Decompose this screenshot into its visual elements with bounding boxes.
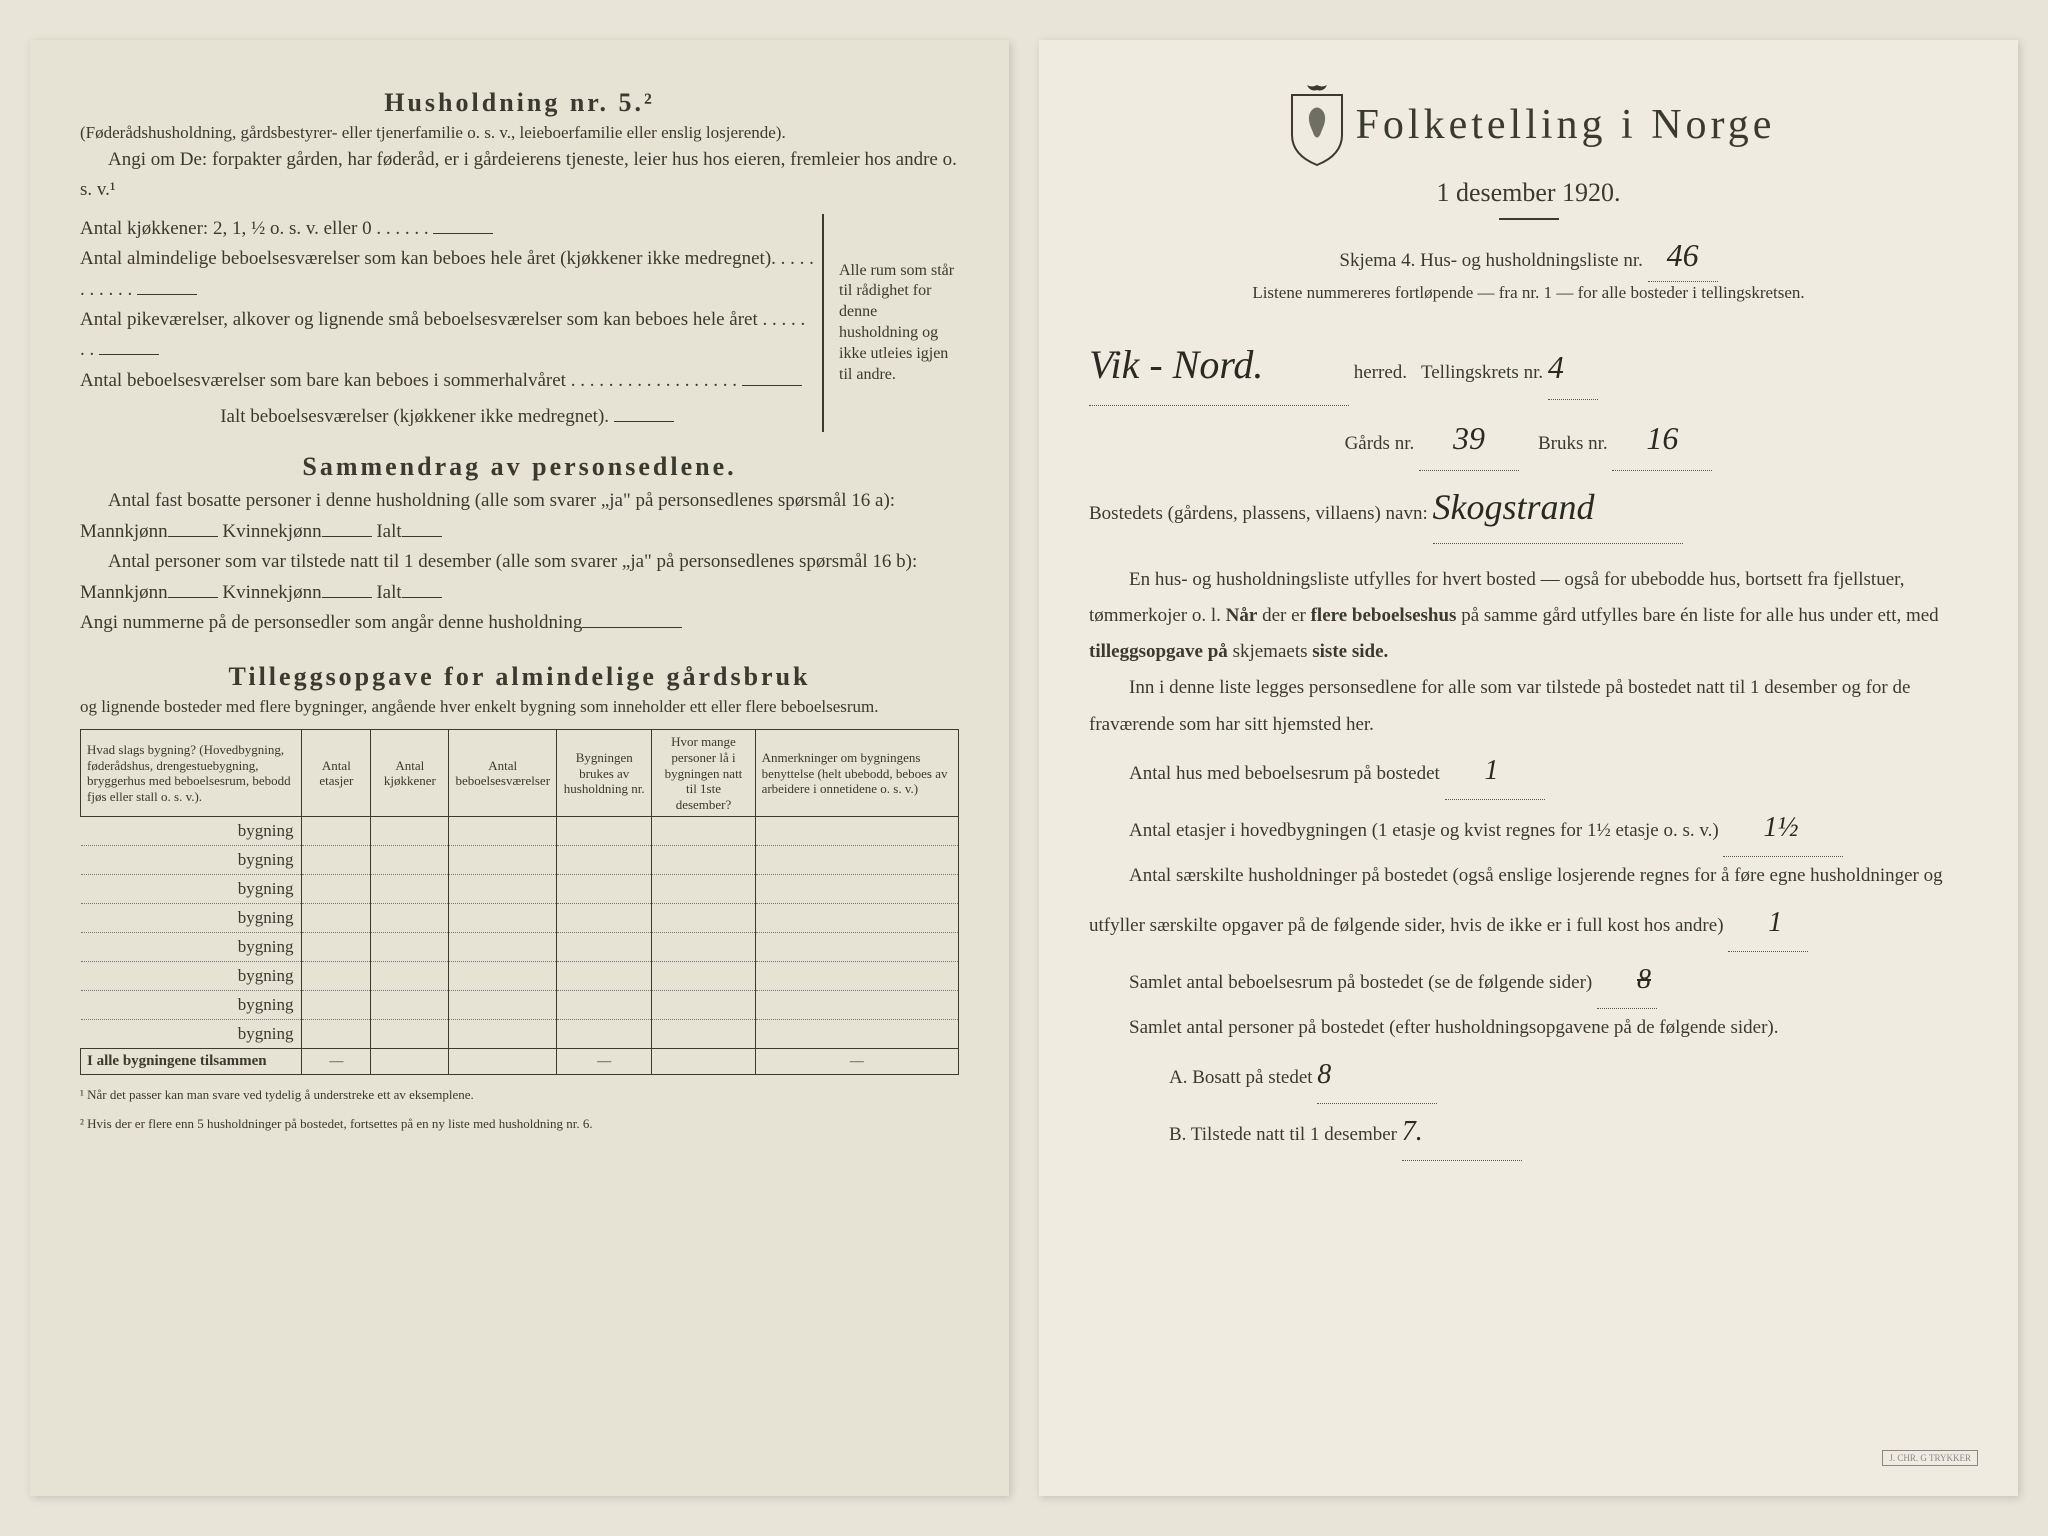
antal-etasjer-line: Antal etasjer i hovedbygningen (1 etasje… <box>1089 800 1968 857</box>
husholdning-sub: (Føderådshusholdning, gårdsbestyrer- ell… <box>80 122 959 145</box>
tellingskrets-value: 4 <box>1548 335 1564 399</box>
ialt-line: Ialt beboelsesværelser (kjøkkener ikke m… <box>220 406 609 427</box>
fast-bosatte: Antal fast bosatte personer i denne hush… <box>80 486 959 547</box>
sommer-line: Antal beboelsesværelser som bare kan beb… <box>80 370 566 391</box>
th-personer: Hvor mange personer lå i bygningen natt … <box>652 730 755 817</box>
room-questions: Antal kjøkkener: 2, 1, ½ o. s. v. eller … <box>80 214 814 433</box>
samlet-bebo-strike: 8 <box>1637 964 1651 995</box>
herred-value: Vik - Nord. <box>1089 325 1263 405</box>
tilstede-b-line: B. Tilstede natt til 1 desember 7. <box>1169 1104 1968 1161</box>
antal-hus-line: Antal hus med beboelsesrum på bostedet 1 <box>1089 743 1968 800</box>
husholdning-title: Husholdning nr. 5.² <box>80 88 959 118</box>
th-kjokkener: Antal kjøkkener <box>371 730 449 817</box>
samlet-pers-line: Samlet antal personer på bostedet (efter… <box>1089 1009 1968 1047</box>
bosted-line: Bostedets (gårdens, plassens, villaens) … <box>1089 471 1968 544</box>
skjema-nr-value: 46 <box>1667 230 1699 281</box>
samlet-bebo-line: Samlet antal beboelsesrum på bostedet (s… <box>1089 952 1968 1009</box>
table-row: bygning <box>81 846 959 875</box>
antal-etasjer-value: 1½ <box>1763 812 1798 843</box>
table-row: bygning <box>81 933 959 962</box>
bosatt-a-line: A. Bosatt på stedet 8 <box>1169 1047 1968 1104</box>
saerskilte-line: Antal særskilte husholdninger på bostede… <box>1089 857 1968 952</box>
bruks-nr-value: 16 <box>1646 406 1678 470</box>
building-table: Hvad slags bygning? (Hovedbygning, føder… <box>80 729 959 1075</box>
coat-of-arms-icon <box>1282 80 1352 170</box>
printer-stamp: J. CHR. G TRYKKER <box>1882 1450 1978 1466</box>
kjokkener-line: Antal kjøkkener: 2, 1, ½ o. s. v. eller … <box>80 218 372 239</box>
angi-num: Angi nummerne på de personsedler som ang… <box>80 608 959 638</box>
main-title: Folketelling i Norge <box>1356 101 1776 149</box>
alm-bebo-line: Antal almindelige beboelsesværelser som … <box>80 248 776 269</box>
title-row: Folketelling i Norge <box>1089 80 1968 170</box>
th-anm: Anmerkninger om bygningens benyttelse (h… <box>755 730 958 817</box>
bosatt-a-value: 8 <box>1317 1059 1331 1090</box>
table-row: bygning <box>81 1020 959 1049</box>
th-etasjer: Antal etasjer <box>302 730 371 817</box>
tillegg-title: Tilleggsopgave for almindelige gårdsbruk <box>80 662 959 692</box>
gards-nr-value: 39 <box>1453 406 1485 470</box>
listene-note: Listene nummereres fortløpende — fra nr.… <box>1089 282 1968 305</box>
right-page: Folketelling i Norge 1 desember 1920. Sk… <box>1039 40 2018 1496</box>
table-row: bygning <box>81 875 959 904</box>
pike-line: Antal pikeværelser, alkover og lignende … <box>80 309 758 330</box>
th-hushold: Bygningen brukes av husholdning nr. <box>557 730 652 817</box>
para2: Inn i denne liste legges personsedlene f… <box>1089 670 1968 742</box>
sammendrag-title: Sammendrag av personsedlene. <box>80 452 959 482</box>
para1: En hus- og husholdningsliste utfylles fo… <box>1089 562 1968 670</box>
tilstede-line: Antal personer som var tilstede natt til… <box>80 547 959 608</box>
herred-line: Vik - Nord. herred. Tellingskrets nr. 4 <box>1089 325 1968 406</box>
date-subtitle: 1 desember 1920. <box>1089 178 1968 208</box>
title-rule <box>1499 218 1559 220</box>
left-page: Husholdning nr. 5.² (Føderådshusholdning… <box>30 40 1009 1496</box>
table-row: bygning <box>81 962 959 991</box>
th-bygning: Hvad slags bygning? (Hovedbygning, føder… <box>81 730 302 817</box>
th-bebo: Antal beboelsesværelser <box>449 730 557 817</box>
table-row: bygning <box>81 904 959 933</box>
antal-hus-value: 1 <box>1485 755 1499 786</box>
gards-line: Gårds nr. 39 Bruks nr. 16 <box>1089 406 1968 471</box>
skjema-line: Skjema 4. Hus- og husholdningsliste nr. … <box>1089 230 1968 282</box>
total-label: I alle bygningene tilsammen <box>81 1049 302 1075</box>
saerskilte-value: 1 <box>1768 907 1782 938</box>
angi-om: Angi om De: forpakter gården, har føderå… <box>80 145 959 206</box>
brace-note: Alle rum som står til rådighet for denne… <box>822 214 959 433</box>
footnote-1: ¹ Når det passer kan man svare ved tydel… <box>80 1087 959 1104</box>
tilstede-b-value: 7. <box>1402 1116 1423 1147</box>
tillegg-sub: og lignende bosteder med flere bygninger… <box>80 696 959 719</box>
bosted-navn-value: Skogstrand <box>1433 471 1595 543</box>
footnote-2: ² Hvis der er flere enn 5 husholdninger … <box>80 1116 959 1133</box>
table-row: bygning <box>81 817 959 846</box>
document-spread: Husholdning nr. 5.² (Føderådshusholdning… <box>0 0 2048 1536</box>
table-row: bygning <box>81 991 959 1020</box>
